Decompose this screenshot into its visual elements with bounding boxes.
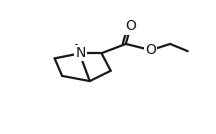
Text: N: N bbox=[75, 46, 86, 60]
Text: O: O bbox=[145, 43, 156, 57]
Text: O: O bbox=[125, 19, 136, 33]
